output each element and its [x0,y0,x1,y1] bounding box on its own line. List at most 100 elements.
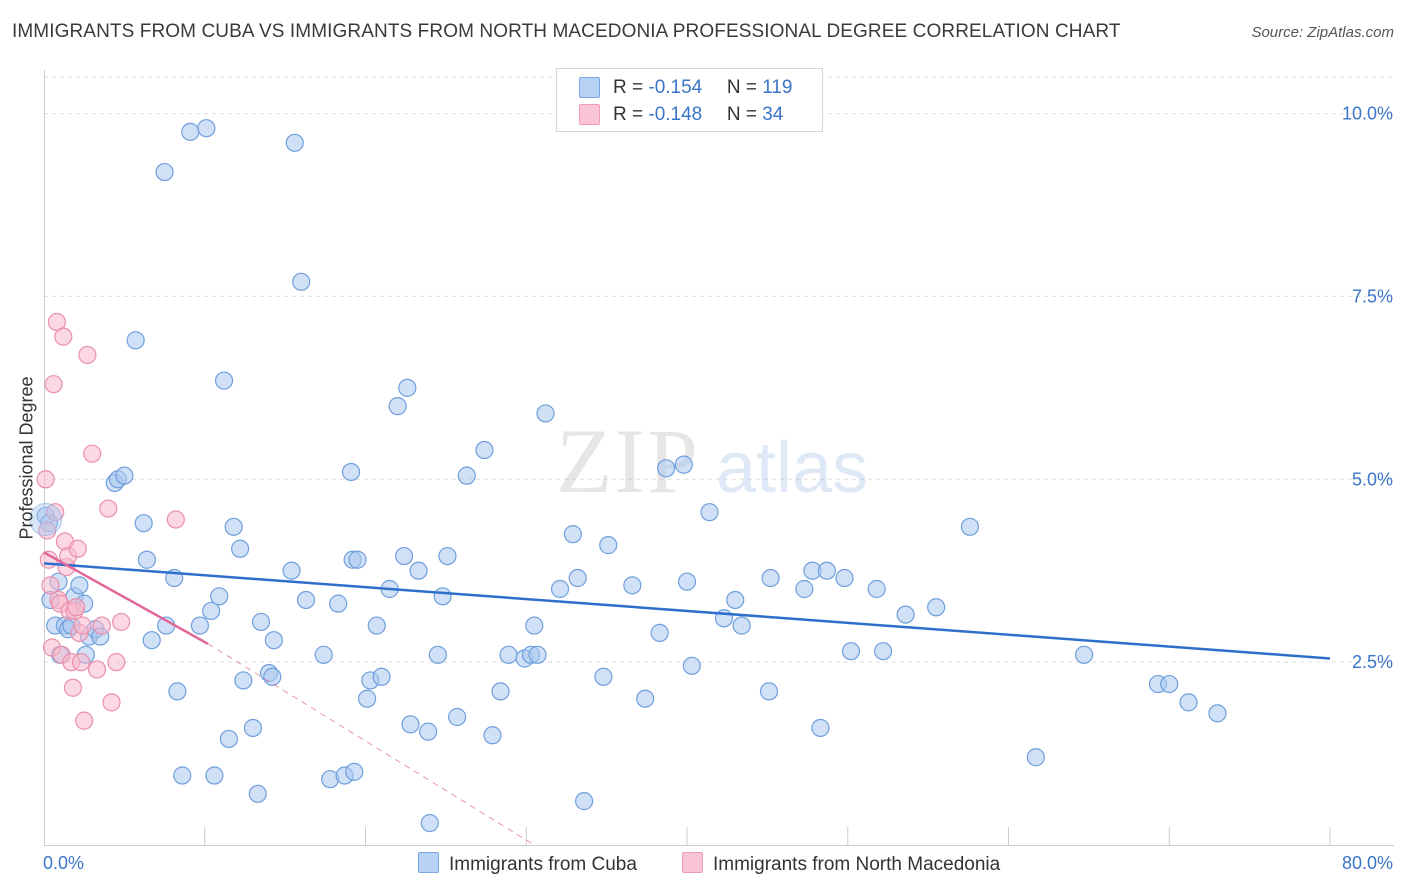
cuba-point [835,568,854,588]
cuba-point [115,466,134,485]
cuba-point [1160,674,1179,694]
cuba-point [795,579,814,599]
cuba-point [623,576,642,595]
cuba-point-cluster [29,503,63,537]
north-macedonia-point [78,345,97,365]
cuba-point [650,623,669,642]
legend-r-label: R = [613,77,649,98]
cuba-point [210,587,229,606]
cuba-point [70,576,89,595]
cuba-point [205,766,224,785]
cuba-point [700,503,719,522]
bottom-legend-swatch-cuba [418,852,439,873]
x-tick-label: 80.0% [1342,853,1393,873]
cuba-point [142,631,161,650]
y-tick-label: 5.0% [1352,469,1393,489]
bottom-legend-label-north-macedonia: Immigrants from North Macedonia [713,854,1001,875]
cuba-point [677,572,697,591]
cuba-point [190,616,210,635]
cuba-point [457,466,476,485]
bottom-legend-cuba: Immigrants from Cuba [418,852,637,876]
chart-title: IMMIGRANTS FROM CUBA VS IMMIGRANTS FROM … [12,21,1121,42]
watermark-atlas: atlas [716,428,868,508]
cuba-point [448,707,467,727]
legend-swatch-cuba [579,77,600,98]
cuba-point [575,792,594,811]
cuba-point [314,645,333,664]
cuba-point [1179,693,1198,712]
cuba-point [761,568,780,588]
north-macedonia-trend-extension [207,643,535,846]
cuba-point [599,536,618,555]
cuba-point [960,517,980,536]
cuba-point [927,598,946,617]
north-macedonia-point [54,327,73,346]
legend-r-label: R = [613,104,649,125]
cuba-point [491,682,510,701]
cuba-point [341,462,361,482]
north-macedonia-point [63,678,83,697]
cuba-point [263,667,282,686]
cuba-point [173,766,192,785]
cuba-point [168,682,187,701]
cuba-point [197,119,216,138]
cuba-point [536,404,555,423]
cuba-point [874,642,893,661]
north-macedonia-point [73,616,92,635]
legend-n-label: N = [726,77,763,98]
cuba-point [563,525,582,544]
cuba-point [348,550,367,569]
north-macedonia-point [102,693,121,712]
cuba-point [759,682,779,701]
north-macedonia-point [46,503,65,522]
cuba-point [358,689,377,708]
cuba-point [1208,704,1227,723]
north-macedonia-point [107,653,126,672]
cuba-point [409,561,428,580]
north-macedonia-trend-line [43,551,209,645]
north-macedonia-point [71,653,91,672]
cuba-point [528,645,547,664]
north-macedonia-point [92,616,111,635]
cuba-point [202,601,221,621]
cuba-point [367,616,386,635]
cuba-point [401,715,420,734]
north-macedonia-point [112,612,131,632]
north-macedonia-point [44,375,63,394]
cuba-point [726,590,745,610]
x-tick-label: 0.0% [43,853,84,873]
cuba-point [292,272,311,291]
cuba-point [811,718,830,738]
cuba-point [394,546,414,566]
y-tick-labels: 2.5% 5.0% 7.5% 10.0% [1342,104,1393,673]
cuba-point [499,645,518,664]
cuba-point [428,645,447,664]
north-macedonia-point [99,499,118,518]
north-macedonia-point [41,576,60,595]
cuba-point [1074,645,1094,664]
cuba-point [248,784,267,803]
cuba-point [817,561,836,580]
y-axis-label: Professional Degree [16,376,37,540]
cuba-point [264,631,283,650]
cuba-point [525,616,544,635]
cuba-trend-line [43,562,1331,660]
y-tick-label: 7.5% [1352,286,1393,306]
cuba-point [155,162,174,182]
legend-swatch-north-macedonia [579,104,600,125]
y-tick-label: 10.0% [1342,104,1393,124]
cuba-point [398,378,417,397]
cuba-point [419,722,438,741]
cuba-point [214,371,234,390]
cuba-point [231,539,250,558]
legend-r-value: -0.154 [648,77,703,98]
bottom-legend-swatch-north-macedonia [682,852,703,873]
cuba-point [438,546,457,566]
source-credit: Source: ZipAtlas.com [1251,24,1394,41]
legend-r-value: -0.148 [648,104,703,125]
cuba-point [224,517,243,536]
north-macedonia-point [68,539,87,558]
cuba-point [550,579,570,599]
cuba-point [568,568,587,588]
